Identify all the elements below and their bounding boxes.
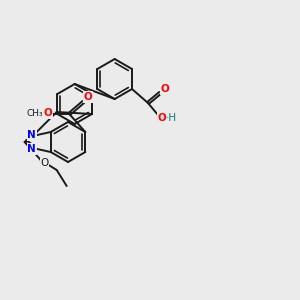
Text: O: O xyxy=(44,108,53,118)
Text: CH₃: CH₃ xyxy=(26,109,43,118)
Text: O: O xyxy=(158,113,166,123)
Text: O: O xyxy=(40,158,49,168)
Text: ·H: ·H xyxy=(165,113,177,123)
Text: O: O xyxy=(84,92,93,102)
Text: N: N xyxy=(27,130,36,140)
Text: N: N xyxy=(27,144,36,154)
Text: O: O xyxy=(160,84,169,94)
